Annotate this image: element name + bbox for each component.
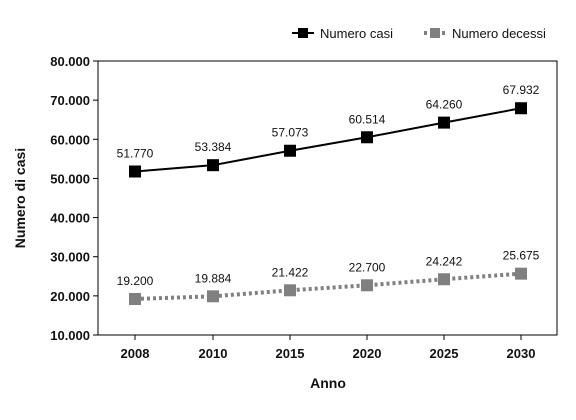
legend-item-decessi: Numero decessi [424, 26, 546, 41]
plot-frame [97, 60, 558, 336]
series-line [134, 271, 522, 301]
y-axis: 10.000 20.000 30.000 40.000 50.000 60.000 70.0… [50, 54, 98, 343]
y-tick-label: 60.000 [50, 132, 90, 147]
plot-area [97, 60, 558, 336]
data-label: 64.260 [426, 98, 463, 112]
x-tick-label: 2030 [507, 346, 536, 361]
series-numero-decessi: 19.200 19.884 21.422 22.700 24.242 25.675 [117, 249, 540, 305]
data-label: 25.675 [503, 249, 540, 263]
data-point [284, 144, 296, 157]
data-label: 57.073 [272, 126, 309, 140]
data-point [129, 292, 141, 305]
x-tick-label: 2025 [430, 346, 459, 361]
data-point [361, 279, 373, 292]
y-tick-label: 40.000 [50, 211, 90, 226]
legend-item-casi: Numero casi [292, 26, 393, 41]
x-tick-label: 2015 [276, 346, 305, 361]
y-tick-label: 30.000 [50, 250, 90, 265]
data-label: 67.932 [503, 83, 540, 97]
x-tick-label: 2020 [353, 346, 382, 361]
series-numero-casi: 51.770 53.384 57.073 60.514 64.260 67.932 [117, 83, 540, 178]
y-tick-label: 10.000 [50, 328, 90, 343]
data-label: 53.384 [195, 140, 232, 154]
x-tick-label: 2010 [199, 346, 228, 361]
data-point [129, 165, 141, 178]
x-axis-title: Anno [310, 375, 346, 391]
data-label: 19.200 [117, 274, 154, 288]
data-label: 22.700 [349, 260, 386, 274]
y-axis-title: Numero di casi [12, 148, 28, 248]
y-tick-label: 20.000 [50, 289, 90, 304]
data-label: 51.770 [117, 147, 154, 161]
data-point [207, 290, 219, 303]
x-axis: 2008 2010 2015 2020 2025 2030 [121, 335, 536, 361]
data-label: 60.514 [349, 112, 386, 126]
data-label: 21.422 [272, 265, 309, 279]
data-point [284, 284, 296, 297]
data-point [438, 273, 450, 286]
data-point [515, 102, 527, 115]
data-point [361, 131, 373, 144]
legend-label-decessi: Numero decessi [452, 26, 546, 41]
legend-label-casi: Numero casi [320, 26, 393, 41]
x-tick-label: 2008 [121, 346, 150, 361]
data-point [438, 116, 450, 129]
legend: Numero casi Numero decessi [292, 26, 546, 41]
y-tick-label: 80.000 [50, 54, 90, 69]
data-point [207, 159, 219, 172]
data-point [515, 267, 527, 280]
series-layer: 51.770 53.384 57.073 60.514 64.260 67.932 19.2… [117, 83, 540, 305]
series-line [134, 107, 522, 173]
data-label: 19.884 [195, 271, 232, 285]
y-tick-label: 50.000 [50, 171, 90, 186]
data-label: 24.242 [426, 254, 463, 268]
y-tick-label: 70.000 [50, 93, 90, 108]
